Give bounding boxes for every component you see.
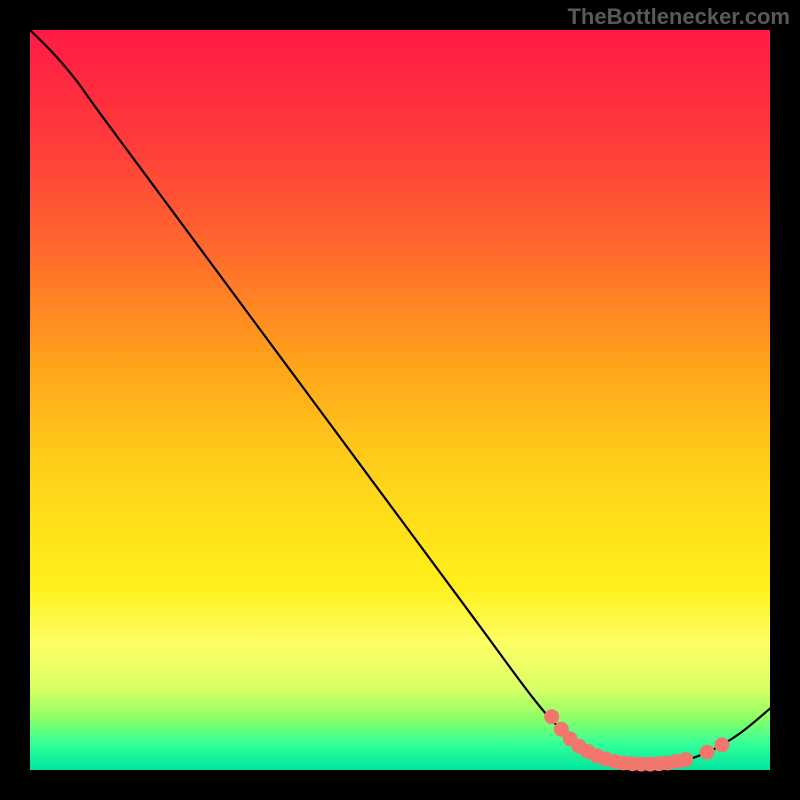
gradient-background bbox=[30, 30, 770, 770]
attribution-text: TheBottlenecker.com bbox=[567, 4, 790, 30]
curve-marker bbox=[545, 710, 559, 724]
curve-marker bbox=[679, 753, 693, 767]
curve-marker bbox=[700, 745, 714, 759]
bottleneck-curve-chart bbox=[0, 0, 800, 800]
chart-container: { "attribution": { "text": "TheBottlenec… bbox=[0, 0, 800, 800]
curve-marker bbox=[715, 738, 729, 752]
